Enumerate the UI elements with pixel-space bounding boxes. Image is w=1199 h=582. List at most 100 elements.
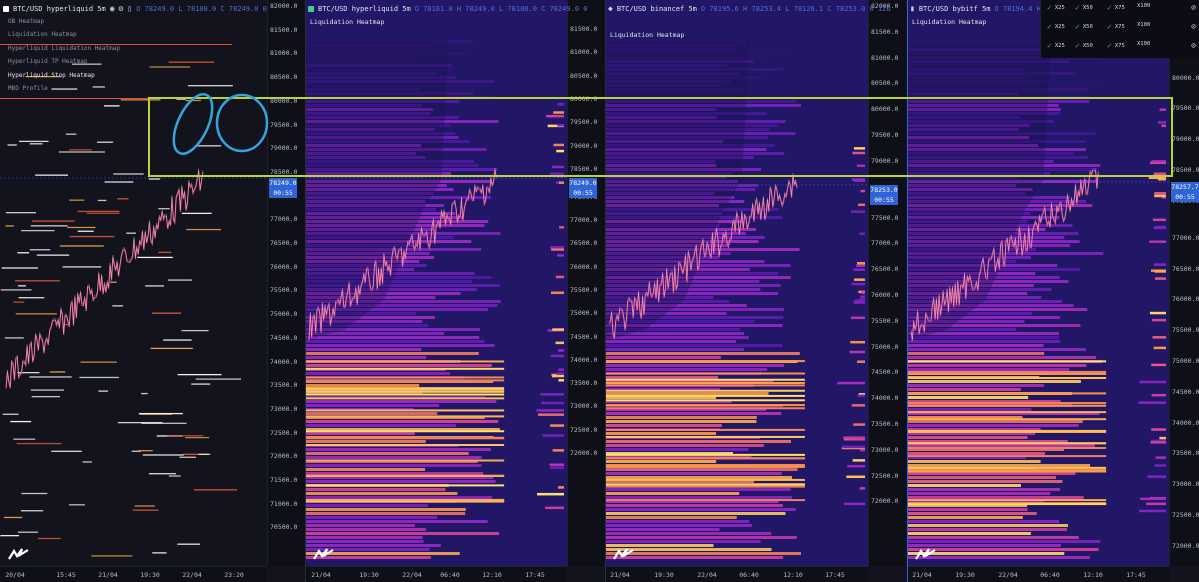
indicator-ob-heatmap[interactable]: OB Heatmap: [8, 18, 45, 25]
stop-level: [181, 212, 212, 215]
stop-level: [158, 251, 172, 254]
chart-title[interactable]: BTC/USD bybitf 5m: [918, 4, 991, 13]
heatmap-band: [305, 132, 456, 135]
price-tick-label: 79500.0: [270, 120, 298, 129]
profile-bar: [559, 226, 564, 229]
time-axis[interactable]: 21/04 19:30 22/04 06:40 12:10 17:45: [605, 566, 868, 582]
stop-level: [18, 297, 45, 299]
heatmap-band: [305, 356, 427, 359]
heatmap-band: [305, 380, 494, 383]
leverage-toggle-x75[interactable]: ✓ X75: [1107, 41, 1125, 50]
stop-level: [79, 376, 120, 379]
profile-bar: [557, 254, 564, 257]
trash-icon[interactable]: ▯: [127, 3, 133, 13]
heatmap-band: [907, 364, 1087, 367]
heatmap-band: [605, 328, 741, 331]
indicator-hyperliquid-stop[interactable]: Hyperliquid Stop Heatmap: [8, 72, 95, 79]
price-tick-label: 72000.0: [1172, 541, 1199, 550]
price-axis[interactable]: 81000.080500.080000.079500.079000.078500…: [1169, 0, 1199, 566]
visibility-off-icon[interactable]: ⊘: [1191, 3, 1196, 12]
heatmap-band: [907, 208, 1064, 211]
indicator-hyperliquid-tp[interactable]: Hyperliquid TP Heatmap: [8, 58, 88, 65]
profile-bar: [847, 464, 865, 468]
heatmap-band: [907, 144, 1039, 147]
gear-icon[interactable]: ⚙: [118, 3, 124, 13]
indicator-liquidation-heatmap[interactable]: Liquidation Heatmap: [8, 31, 77, 38]
stop-level: [15, 280, 61, 282]
leverage-filter-panel[interactable]: ✓ X25 ✓ X50 ✓ X75 X100 ⊘ ✓ X25 ✓ X50 ✓ X75 X100 ⊘ ✓ X25 ✓ X…: [1040, 0, 1199, 58]
heatmap-canvas[interactable]: [907, 0, 1169, 566]
chart-title[interactable]: BTC/USD hyperliquid 5m: [318, 4, 411, 13]
profile-bar: [1151, 393, 1166, 397]
liquidation-level: [305, 498, 505, 501]
chart-panel-bybit-liq[interactable]: ▮ BTC/USD bybitf 5m O 78194.4 H Liquidat…: [907, 0, 1199, 582]
time-tick-label: 21/04: [912, 571, 932, 579]
stop-level: [148, 473, 176, 475]
heatmap-canvas[interactable]: [605, 0, 868, 566]
plot-area[interactable]: [305, 0, 567, 566]
price-tick-label: 76000.0: [570, 262, 598, 271]
leverage-toggle-x100[interactable]: X100: [1137, 22, 1150, 28]
leverage-toggle-x50[interactable]: ✓ X50: [1075, 41, 1093, 50]
heatmap-band: [605, 308, 784, 311]
profile-bar: [540, 393, 564, 396]
leverage-toggle-x75[interactable]: ✓ X75: [1107, 3, 1125, 12]
profile-bar: [858, 203, 865, 207]
heatmap-canvas[interactable]: [305, 0, 567, 566]
heatmap-band: [907, 100, 1090, 103]
heatmap-band: [605, 516, 737, 519]
profile-bar: [557, 174, 564, 178]
leverage-toggle-x100[interactable]: X100: [1137, 3, 1150, 9]
visibility-off-icon[interactable]: ⊘: [1191, 22, 1196, 31]
chart-panel-hyperliquid-stop[interactable]: BTC/USD hyperliquid 5m ◉ ⚙ ▯ O 78249.0 L…: [0, 0, 305, 582]
price-tick-label: 75000.0: [570, 309, 598, 318]
chart-panel-hyperliquid-liq[interactable]: BTC/USD hyperliquid 5m O 78161.0 H 78249…: [305, 0, 605, 582]
chart-panel-binance-liq[interactable]: ◆ BTC/USD binancef 5m O 78195.6 H 78253.…: [605, 0, 907, 582]
leverage-toggle-x100[interactable]: X100: [1137, 41, 1150, 47]
indicator-liquidation-heatmap[interactable]: Liquidation Heatmap: [610, 31, 685, 39]
heatmap-band: [305, 516, 438, 519]
leverage-toggle-x25[interactable]: ✓ X25: [1047, 41, 1065, 50]
heatmap-band: [605, 272, 778, 275]
panel-divider[interactable]: [907, 0, 908, 582]
leverage-toggle-x75[interactable]: ✓ X75: [1107, 22, 1125, 31]
chart-title[interactable]: BTC/USD hyperliquid 5m: [13, 4, 106, 13]
indicator-mbo-profile[interactable]: MBO Profile: [8, 85, 48, 92]
price-tick-label: 72000.0: [871, 497, 899, 506]
leverage-toggle-x25[interactable]: ✓ X25: [1047, 3, 1065, 12]
indicator-liquidation-heatmap[interactable]: Liquidation Heatmap: [310, 18, 385, 26]
profile-bar: [549, 466, 564, 469]
panel-divider[interactable]: [605, 0, 606, 582]
heatmap-band: [305, 548, 430, 551]
time-axis[interactable]: 20/04 15:45 21/04 19:30 22/04 23:20: [0, 566, 267, 582]
profile-bar: [551, 291, 564, 295]
stop-level: [25, 75, 61, 78]
plot-area[interactable]: [907, 0, 1169, 566]
eye-icon[interactable]: ◉: [109, 3, 115, 13]
price-axis[interactable]: 82000.0 81500.0 81000.0 80500.0 80000.0 79500…: [267, 0, 305, 566]
heatmap-band: [605, 100, 796, 103]
visibility-off-icon[interactable]: ⊘: [1191, 41, 1196, 50]
panel-divider[interactable]: [305, 0, 306, 582]
chart-title[interactable]: BTC/USD binancef 5m: [616, 4, 697, 13]
leverage-label: X100: [1137, 22, 1151, 28]
time-axis[interactable]: 21/04 19:30 22/04 06:40 12:10 17:45: [907, 566, 1169, 582]
price-tick-label: 81500.0: [871, 27, 899, 36]
stop-level: [68, 504, 85, 506]
leverage-toggle-x25[interactable]: ✓ X25: [1047, 22, 1065, 31]
leverage-toggle-x50[interactable]: ✓ X50: [1075, 3, 1093, 12]
indicator-hyperliquid-liquidation[interactable]: Hyperliquid Liquidation Heatmap: [8, 45, 120, 52]
price-axis[interactable]: 82000.0 81500.0 81000.0 80500.0 80000.0 79500…: [868, 0, 906, 566]
price-axis[interactable]: 81500.0 81000.0 80500.0 80000.0 79500.0 79000…: [567, 0, 605, 566]
stop-level: [67, 226, 96, 229]
heatmap-band: [605, 236, 765, 239]
indicator-liquidation-heatmap[interactable]: Liquidation Heatmap: [912, 18, 987, 26]
plot-area[interactable]: [605, 0, 868, 566]
heatmap-band: [605, 240, 759, 243]
time-axis[interactable]: 21/04 19:30 22/04 06:40 12:10 17:45: [305, 566, 567, 582]
leverage-toggle-x50[interactable]: ✓ X50: [1075, 22, 1093, 31]
stop-level: [15, 313, 57, 315]
heatmap-band: [305, 72, 438, 75]
heatmap-band: [605, 396, 717, 399]
time-tick-label: 17:45: [825, 571, 845, 579]
